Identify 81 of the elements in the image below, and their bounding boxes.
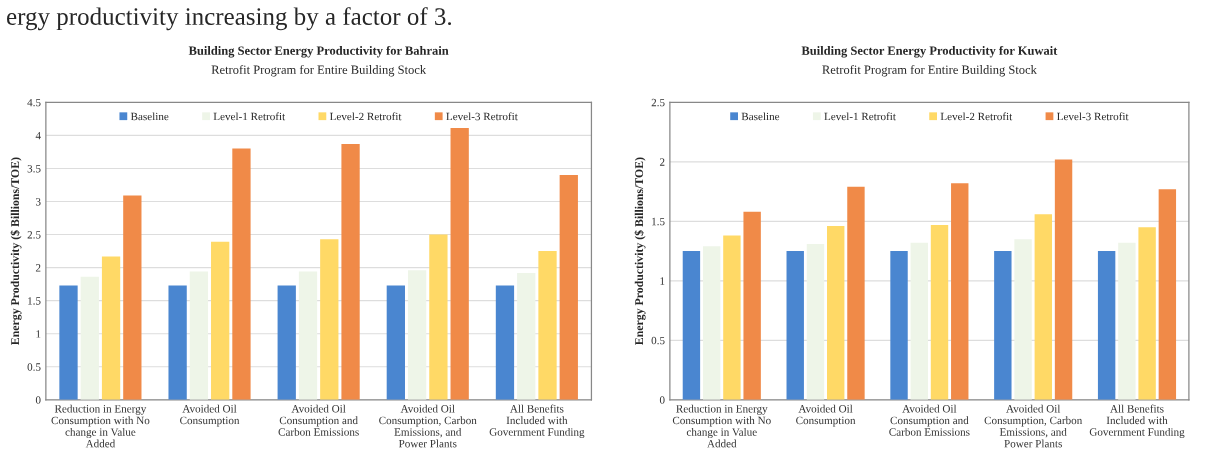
y-tick-label: 4.5 (27, 98, 41, 107)
y-tick-label: 3.5 (27, 164, 41, 173)
bar (1158, 189, 1177, 400)
bar (951, 183, 969, 400)
legend-label: Level-1 Retrofit (824, 112, 896, 121)
bar (806, 243, 825, 400)
bar (786, 251, 804, 400)
bar (1054, 159, 1073, 400)
legend-label: Level-2 Retrofit (329, 112, 402, 121)
bar (407, 270, 427, 400)
y-tick-label: 1.5 (28, 297, 41, 305)
legend-label: Level-1 Retrofit (213, 112, 286, 121)
bar (320, 239, 339, 400)
bar (538, 251, 557, 400)
chart-title: Building Sector Energy Productivity for Kuwait (801, 45, 1058, 58)
chart-subtitle: Retrofit Program for Entire Building Stock (211, 64, 427, 77)
bar (277, 285, 296, 400)
y-tick-label: 1.5 (652, 217, 665, 226)
bar (450, 128, 469, 400)
bar (1014, 239, 1032, 400)
bar (517, 272, 536, 400)
bar (298, 271, 318, 400)
y-tick-label: 2.5 (651, 98, 665, 107)
x-tick-label: Avoided Oil Consumption, Carbon Emissions, and Power Plants (379, 404, 477, 448)
bar (101, 256, 121, 400)
bar (123, 195, 142, 400)
bar (890, 251, 908, 400)
x-tick-label: Avoided Oil Consumption and Carbon Emissions (889, 404, 970, 436)
y-axis-title: Energy Productivity ($ Billions/TOE) (10, 157, 22, 345)
legend-label: Level-3 Retrofit (446, 112, 518, 121)
x-tick-label: Reduction in Energy Consumption with No change in Value Added (672, 404, 771, 448)
x-tick-label: Avoided Oil Consumption (180, 404, 240, 427)
x-tick-label: Reduction in Energy Consumption with No change in Value Added (51, 404, 150, 448)
chart-subtitle: Retrofit Program for Entire Building Stock (822, 64, 1037, 77)
bar (1118, 242, 1136, 400)
y-tick-label: 1 (660, 277, 665, 285)
bar (211, 241, 230, 400)
y-tick-label: 3 (35, 198, 41, 206)
y-tick-label: 1 (36, 330, 41, 338)
x-tick-label: Avoided Oil Consumption, Carbon Emissions, and Power Plants (984, 404, 1083, 448)
bar (1138, 227, 1156, 400)
y-tick-label: 0 (659, 396, 665, 404)
bar (994, 251, 1012, 400)
bar (847, 186, 865, 400)
x-tick-label: Avoided Oil Consumption and Carbon Emissions (278, 404, 359, 436)
bar (232, 148, 251, 400)
legend-label: Level-2 Retrofit (940, 112, 1013, 121)
legend-label: Baseline (741, 112, 780, 121)
y-tick-label: 2 (659, 158, 665, 166)
x-tick-label: Avoided Oil Consumption (796, 404, 856, 427)
y-axis-title: Energy Productivity ($ Billions/TOE) (634, 157, 646, 345)
legend-label: Level-3 Retrofit (1057, 112, 1129, 121)
y-tick-label: 2.5 (27, 231, 41, 239)
bar (168, 285, 187, 400)
y-tick-label: 0.5 (651, 336, 665, 345)
x-tick-label: All Benefits Included with Government Funding (489, 404, 585, 439)
bar (910, 242, 928, 400)
bar (743, 211, 761, 400)
bar (1097, 251, 1116, 400)
text: ergy productivity increasing by a factor of 3. (7, 7, 452, 31)
bar (827, 226, 845, 400)
bar (702, 246, 721, 400)
y-tick-label: 0 (35, 396, 41, 404)
bar (80, 276, 99, 400)
bar (723, 235, 741, 400)
chart-title: Building Sector Energy Productivity for Bahrain (188, 45, 449, 58)
bar (429, 234, 448, 400)
bar (189, 271, 209, 400)
bar (495, 285, 515, 400)
y-tick-label: 0.5 (27, 363, 41, 371)
bar (559, 175, 578, 400)
x-tick-label: All Benefits Included with Government Funding (1089, 404, 1185, 439)
bar (930, 224, 949, 400)
y-tick-label: 2 (35, 264, 41, 272)
bar (1034, 214, 1053, 400)
bar (341, 143, 360, 400)
bar (682, 251, 701, 400)
legend-label: Baseline (130, 112, 169, 121)
bar (59, 285, 78, 400)
y-tick-label: 4 (35, 131, 41, 140)
bar (386, 285, 405, 400)
